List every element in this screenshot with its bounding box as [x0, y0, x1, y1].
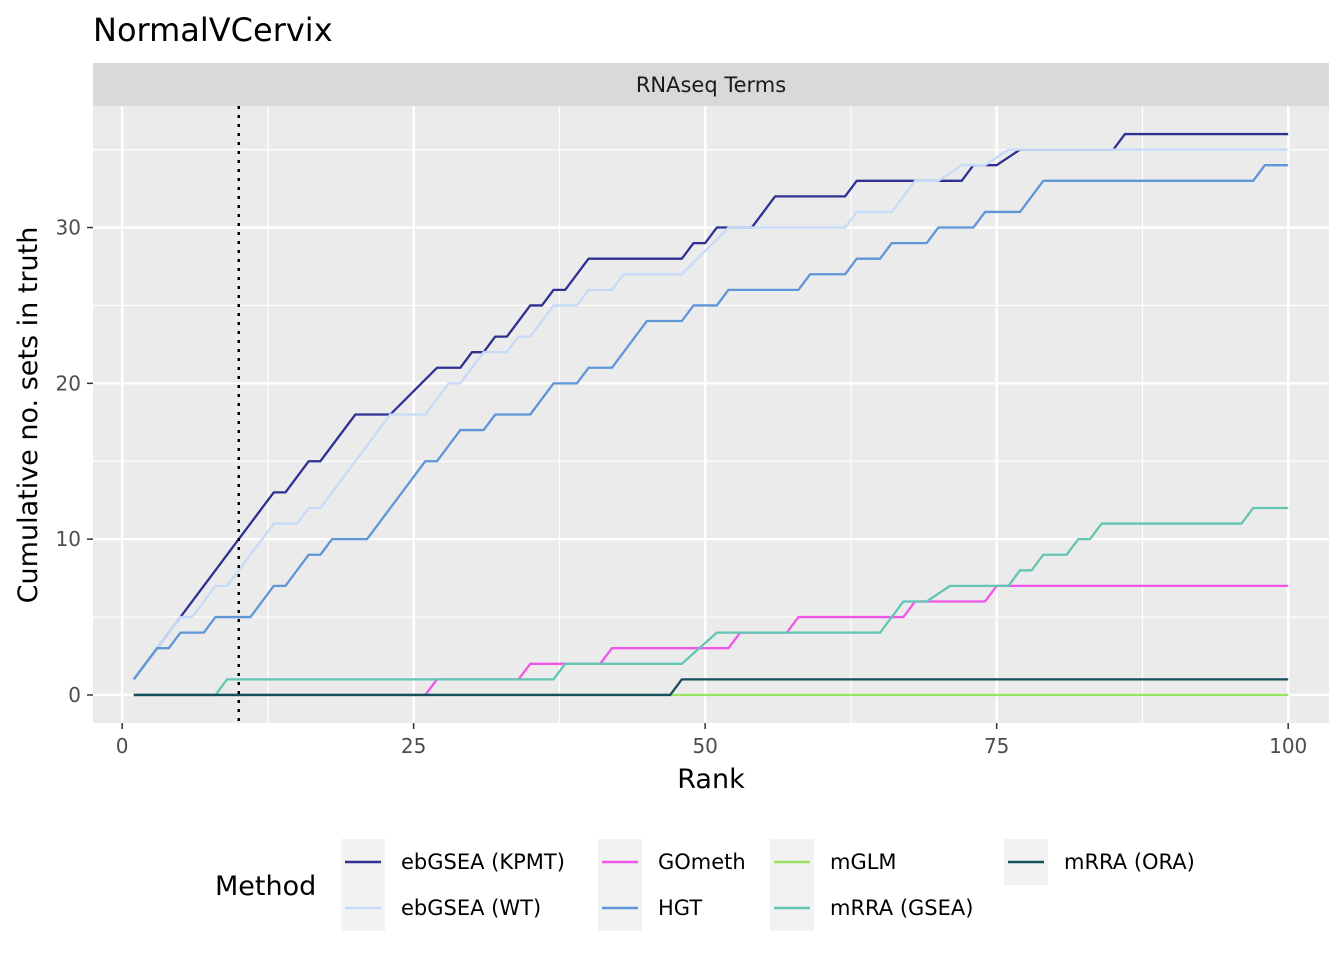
plot-panel: [93, 106, 1329, 723]
y-tick-label: 20: [56, 371, 81, 395]
x-tick-label: 75: [984, 734, 1009, 758]
x-tick-label: 25: [401, 734, 426, 758]
y-tick-label: 30: [56, 216, 81, 240]
x-axis: 0 25 50 75 100: [116, 723, 1307, 758]
legend-title: Method: [215, 871, 316, 902]
y-tick-label: 10: [56, 527, 81, 551]
facet-strip: [93, 63, 1329, 106]
chart-title: NormalVCervix: [93, 11, 333, 49]
legend-label: GOmeth: [658, 850, 746, 874]
facet-label: RNAseq Terms: [636, 73, 786, 97]
y-tick-label: 0: [68, 683, 81, 707]
legend: ebGSEA (KPMT) ebGSEA (WT) GOmeth HGT mGLM mRR…: [341, 839, 1195, 931]
x-tick-label: 50: [692, 734, 717, 758]
series-line: [133, 506, 1289, 697]
series-line: [132, 164, 1289, 681]
series-line: [133, 584, 1289, 697]
legend-label: ebGSEA (KPMT): [401, 850, 565, 874]
legend-label: mGLM: [830, 850, 897, 874]
x-tick-label: 0: [116, 734, 129, 758]
minor-gridlines: [93, 106, 1329, 723]
series-line: [132, 132, 1289, 681]
y-axis: 0 10 20 30: [56, 216, 93, 707]
series-line: [132, 148, 1289, 681]
legend-label: mRRA (GSEA): [830, 896, 973, 920]
x-axis-title: Rank: [677, 764, 745, 795]
legend-label: ebGSEA (WT): [401, 896, 541, 920]
legend-label: HGT: [658, 896, 702, 920]
series-line: [133, 678, 1289, 697]
series-layer: [132, 132, 1289, 697]
y-axis-title: Cumulative no. sets in truth: [13, 227, 44, 604]
x-tick-label: 100: [1269, 734, 1307, 758]
legend-label: mRRA (ORA): [1064, 850, 1195, 874]
